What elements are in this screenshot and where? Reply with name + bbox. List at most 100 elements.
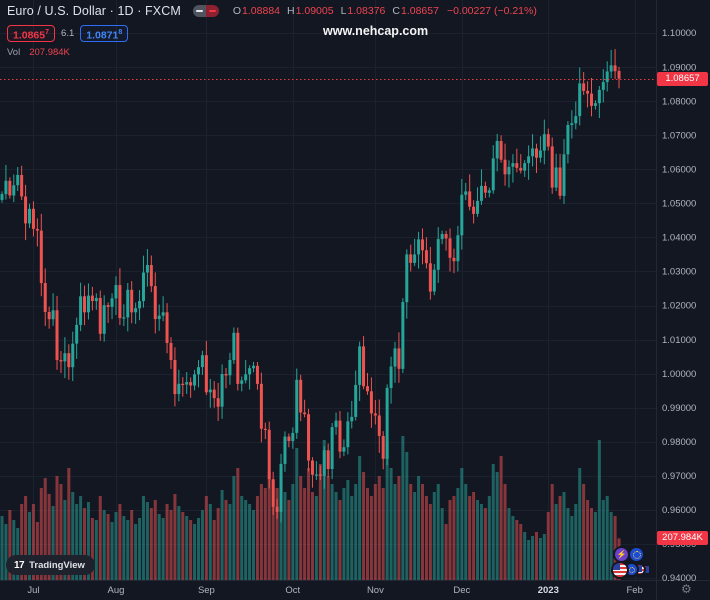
candle-body: [181, 383, 185, 385]
price-tick-label: 0.99000: [662, 403, 696, 414]
price-axis-labels[interactable]: 1.10000 1.09000 1.08000 1.07000 1.06000 1.050…: [662, 28, 696, 584]
volume-bar: [71, 492, 75, 580]
last-volume-axis-badge[interactable]: 207.984K: [657, 531, 708, 545]
candle-body: [393, 348, 397, 367]
time-tick-label: Sep: [198, 585, 215, 596]
last-price-axis-badge[interactable]: 1.08657: [657, 72, 708, 86]
volume-bar: [244, 500, 248, 580]
candle-body: [122, 317, 126, 319]
candle-body: [83, 296, 87, 313]
volume-bar: [574, 504, 578, 580]
open-label: O: [232, 5, 242, 17]
volume-bar: [31, 504, 35, 580]
volume-bar: [126, 520, 130, 580]
candle-body: [421, 239, 425, 251]
candle-body: [24, 196, 28, 224]
candle-body: [130, 289, 134, 313]
candle-body: [16, 175, 20, 186]
candle-body: [550, 146, 554, 188]
candle-body: [98, 298, 102, 334]
candle-body: [157, 315, 161, 320]
candle-body: [193, 374, 197, 386]
volume-bar: [20, 504, 24, 580]
high-label: H: [287, 5, 295, 17]
us-flag-icon[interactable]: [611, 561, 629, 579]
time-tick-label: Jul: [27, 585, 39, 596]
volume-bar: [4, 524, 8, 580]
candle-body: [28, 208, 32, 224]
volume-bar: [550, 484, 554, 580]
volume-bar: [460, 468, 464, 580]
volume-bar: [346, 480, 350, 580]
volume-bar: [369, 496, 373, 580]
candle-body: [389, 366, 393, 388]
candle-body: [495, 141, 499, 159]
time-tick-label: Oct: [285, 585, 300, 596]
candle-body: [350, 416, 354, 422]
time-axis-labels[interactable]: Jul Aug Sep Oct Nov Dec 2023 Feb: [27, 585, 643, 596]
volume-bar: [436, 484, 440, 580]
candle-body: [330, 427, 334, 469]
volume-bar: [79, 496, 83, 580]
candle-body: [515, 163, 519, 168]
candle-body: [578, 83, 582, 117]
candle-body: [228, 360, 232, 376]
volume-bar: [90, 518, 94, 580]
volume-bar: [472, 492, 476, 580]
candle-body: [165, 312, 169, 343]
volume-bar: [503, 484, 507, 580]
volume-bar: [393, 484, 397, 580]
candle-body: [12, 185, 16, 196]
candle-body: [369, 391, 373, 414]
tradingview-logo-icon: 17: [14, 559, 25, 571]
symbol-title[interactable]: Euro / U.S. Dollar · 1D · FXCM: [7, 4, 181, 18]
candle-body: [436, 239, 440, 270]
volume-bar: [421, 484, 425, 580]
buy-ask-price-button[interactable]: 1.08718: [80, 24, 129, 42]
candle-body: [472, 206, 476, 214]
price-tick-label: 1.05000: [662, 199, 696, 210]
volume-bar: [299, 476, 303, 580]
candle-body: [63, 353, 67, 362]
candle-body: [601, 82, 605, 90]
volume-bar: [479, 504, 483, 580]
volume-bar: [47, 494, 51, 580]
volume-bar: [94, 520, 98, 580]
candle-body: [405, 254, 409, 303]
volume-bar: [326, 476, 330, 580]
volume-bar: [169, 510, 173, 580]
candle-body: [220, 374, 224, 407]
volume-bar: [28, 512, 32, 580]
candle-body: [605, 71, 609, 83]
sell-bid-price-button[interactable]: 1.08657: [7, 24, 56, 42]
candle-body: [597, 89, 601, 104]
candle-body: [138, 301, 142, 309]
settings-gear-icon[interactable]: ⚙: [681, 582, 692, 596]
low-label: L: [340, 5, 347, 17]
candle-body: [224, 374, 228, 376]
candle-body: [310, 460, 314, 475]
volume-bar: [134, 524, 138, 580]
volume-bar: [601, 500, 605, 580]
volume-bar: [185, 516, 189, 580]
candle-body: [523, 163, 527, 171]
tradingview-logo[interactable]: 17 TradingView: [6, 555, 95, 575]
candle-body: [145, 265, 149, 273]
candle-body: [401, 302, 405, 369]
price-tick-label: 1.07000: [662, 130, 696, 141]
volume-indicator-value: 207.984K: [29, 47, 70, 58]
volume-bar: [554, 504, 558, 580]
candle-body: [432, 269, 436, 292]
volume-bar: [476, 500, 480, 580]
candle-body: [35, 228, 39, 231]
volume-indicator-label[interactable]: Vol: [7, 47, 21, 58]
time-tick-label: Nov: [367, 585, 384, 596]
candle-body: [102, 305, 106, 334]
candle-body: [141, 272, 145, 302]
volume-bar: [562, 492, 566, 580]
bar-replay-toggle[interactable]: [192, 5, 219, 17]
candle-body: [55, 310, 59, 360]
eu-flag-icon[interactable]: [628, 546, 645, 563]
candle-body: [546, 134, 550, 147]
